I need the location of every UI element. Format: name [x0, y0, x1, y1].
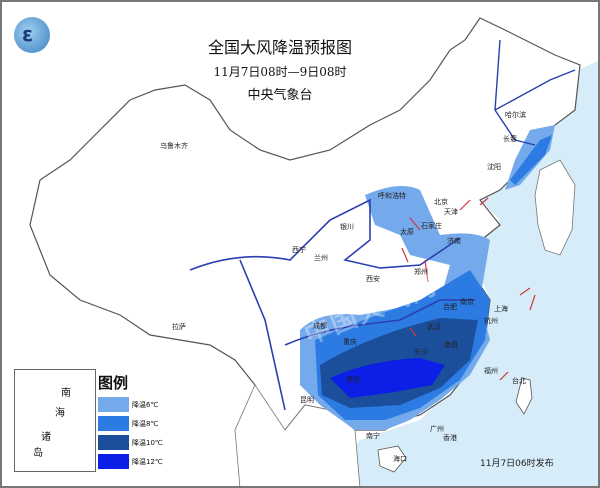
inset-label: 岛: [33, 448, 43, 459]
city-label: 香港: [443, 434, 457, 442]
inset-label: 海: [55, 408, 65, 419]
city-label: 上海: [494, 305, 508, 313]
legend-swatch: [98, 416, 129, 431]
heilong-river: [494, 39, 576, 146]
wind-arrow: [519, 287, 531, 296]
city-label: 乌鲁木齐: [160, 142, 188, 150]
city-label: 南宁: [366, 432, 380, 440]
city-label: 哈尔滨: [505, 111, 526, 119]
city-label: 兰州: [314, 254, 328, 262]
city-label: 郑州: [414, 268, 428, 276]
city-label: 南京: [460, 298, 474, 306]
city-label: 天津: [444, 208, 458, 216]
map-title: 全国大风降温预报图: [207, 38, 352, 57]
city-label: 银川: [340, 223, 354, 231]
legend-label: 降温12℃: [132, 457, 163, 466]
forecast-period: 11月7日08时—9日08时: [213, 65, 347, 79]
legend-item: 降温12℃: [98, 452, 163, 471]
legend-swatch: [98, 397, 129, 412]
south-china-sea-inset: 南 海 诸 岛: [14, 369, 96, 472]
yellow-river: [189, 198, 461, 271]
wind-arrow: [424, 259, 429, 283]
wind-arrow: [499, 371, 509, 381]
legend: 图例 降温6℃ 降温8℃ 降温10℃ 降温12℃: [98, 372, 163, 471]
wind-arrows: [401, 197, 536, 381]
legend-swatch: [98, 435, 129, 450]
city-label: 拉萨: [172, 323, 186, 331]
wind-arrow: [409, 217, 421, 231]
city-label: 太原: [400, 228, 414, 236]
city-label: 福州: [484, 367, 498, 375]
city-label: 海口: [393, 455, 407, 463]
city-label: 合肥: [443, 303, 457, 311]
legend-label: 降温6℃: [132, 400, 159, 409]
inset-label: 诸: [41, 432, 51, 443]
legend-label: 降温10℃: [132, 438, 163, 447]
city-label: 重庆: [343, 338, 357, 346]
legend-item: 降温8℃: [98, 414, 163, 433]
city-label: 长沙: [414, 348, 428, 356]
legend-label: 降温8℃: [132, 419, 159, 428]
city-label: 西宁: [292, 246, 306, 254]
wind-arrow: [479, 197, 489, 206]
city-label: 沈阳: [487, 163, 501, 171]
band-8c-northeast: [510, 135, 552, 185]
band-12c: [330, 358, 445, 398]
issuer: 中央气象台: [247, 88, 313, 103]
city-label: 西安: [366, 275, 380, 283]
city-label: 广州: [430, 425, 444, 433]
issued-time: 11月7日06时发布: [480, 459, 554, 469]
taiwan: [515, 377, 533, 415]
city-label: 武汉: [427, 323, 441, 331]
city-label: 北京: [434, 198, 448, 206]
city-label: 石家庄: [421, 222, 442, 230]
wind-arrow: [529, 294, 536, 311]
city-label: 台北: [512, 377, 526, 385]
city-label: 长春: [503, 135, 517, 143]
inset-label: 南: [61, 388, 71, 399]
cma-logo: ε: [14, 17, 50, 53]
city-label: 呼和浩特: [378, 192, 406, 200]
wind-arrow: [409, 327, 417, 337]
legend-item: 降温6℃: [98, 395, 163, 414]
city-label: 济南: [447, 237, 461, 245]
city-label: 贵阳: [346, 376, 360, 384]
city-label: 成都: [313, 322, 327, 330]
wind-arrow: [401, 247, 409, 263]
hainan: [377, 445, 407, 473]
city-label: 南昌: [444, 341, 458, 349]
yangtze-river: [239, 259, 475, 411]
city-label: 杭州: [484, 317, 498, 325]
legend-item: 降温10℃: [98, 433, 163, 452]
city-label: 昆明: [300, 396, 314, 404]
legend-swatch: [98, 454, 129, 469]
legend-title: 图例: [98, 374, 129, 392]
wind-arrow: [459, 199, 471, 211]
korea-peninsula: [534, 159, 576, 256]
